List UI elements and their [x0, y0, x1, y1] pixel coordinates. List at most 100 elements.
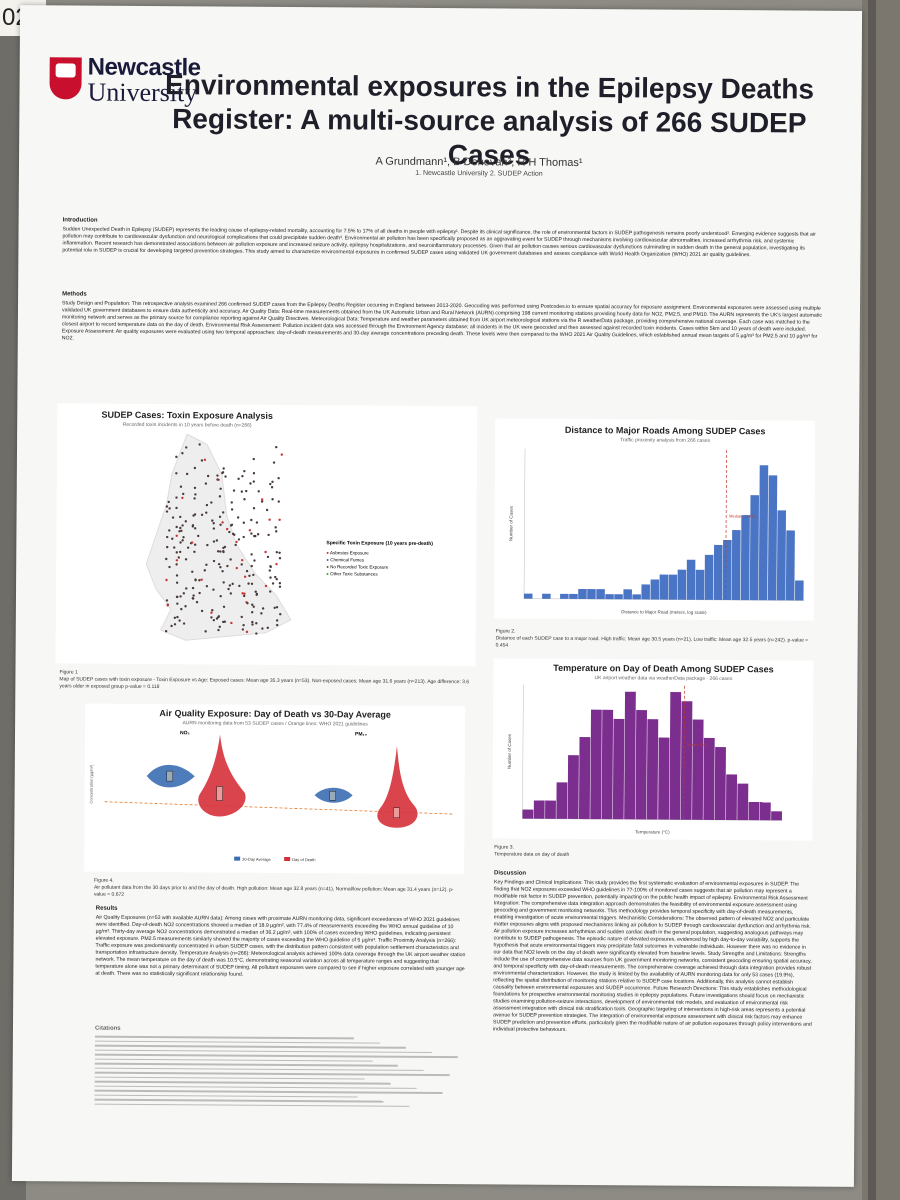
- histogram-bar: [794, 580, 804, 601]
- map-case-point: [198, 591, 201, 595]
- map-case-point: [164, 630, 168, 633]
- map-case-point: [180, 529, 183, 533]
- map-case-point: [279, 613, 282, 616]
- figure2-chart: Distance to Major Roads Among SUDEP Case…: [493, 418, 816, 621]
- histogram-bar: [523, 593, 533, 599]
- map-case-point: [171, 537, 174, 540]
- map-case-point: [230, 508, 234, 511]
- map-case-point: [250, 564, 253, 568]
- map-case-point: [265, 508, 269, 512]
- map-case-point: [232, 489, 236, 492]
- map-case-point: [175, 496, 178, 499]
- map-case-point: [221, 471, 224, 475]
- map-case-point: [242, 535, 245, 539]
- map-case-point: [275, 550, 279, 554]
- map-case-point: [185, 587, 188, 590]
- map-case-point: [175, 525, 178, 529]
- map-case-point: [217, 615, 221, 618]
- histogram-bar: [680, 701, 693, 820]
- discussion-heading: Discussion: [494, 870, 527, 877]
- map-case-point: [176, 595, 179, 599]
- methods-text: Study Design and Population: This retros…: [61, 300, 822, 342]
- map-case-point: [275, 577, 278, 581]
- histogram-bar: [686, 559, 696, 600]
- map-case-point: [215, 539, 219, 542]
- map-case-point: [175, 506, 178, 510]
- histogram-bar: [542, 593, 551, 599]
- map-case-point: [242, 594, 246, 598]
- map-case-point: [269, 576, 272, 579]
- map-case-point: [230, 501, 233, 504]
- legend-item: ● Other Toxic Substances: [326, 571, 378, 577]
- histogram-bar: [668, 574, 678, 600]
- histogram-bar: [677, 569, 687, 600]
- map-case-point: [182, 622, 186, 625]
- map-case-point: [185, 446, 188, 449]
- figure4-ylabel: Concentration (µg/m³): [89, 764, 94, 804]
- histogram-bar: [567, 755, 579, 819]
- map-case-point: [175, 563, 178, 566]
- map-case-point: [212, 540, 216, 543]
- histogram-bar: [533, 800, 545, 819]
- map-case-point: [221, 511, 225, 514]
- map-case-point: [198, 443, 201, 446]
- map-case-point: [211, 519, 214, 522]
- map-case-point: [260, 498, 264, 501]
- map-case-point: [250, 518, 253, 522]
- histogram-bar: [601, 709, 614, 820]
- map-case-point: [168, 529, 171, 532]
- figure3-caption: Figure 3. Temperature data on day of dea…: [494, 844, 570, 858]
- citation-line: [94, 1035, 354, 1039]
- boxplot-no2-dod: [216, 786, 223, 801]
- map-case-point: [241, 592, 244, 595]
- map-case-point: [217, 562, 221, 566]
- map-case-point: [175, 551, 178, 554]
- reference-line: [725, 450, 727, 601]
- map-case-point: [243, 469, 246, 473]
- map-case-point: [219, 523, 222, 526]
- map-case-point: [173, 616, 177, 619]
- map-case-point: [278, 582, 282, 585]
- map-case-point: [215, 617, 219, 620]
- map-case-point: [228, 584, 232, 587]
- map-case-point: [166, 535, 169, 539]
- map-case-point: [184, 520, 188, 523]
- citation-line: [94, 1049, 432, 1053]
- map-case-point: [168, 565, 171, 569]
- results-section: Results Air Quality Exposures (n=53 with…: [95, 906, 465, 981]
- results-heading: Results: [95, 905, 118, 912]
- map-case-point: [252, 507, 256, 510]
- map-case-point: [275, 562, 278, 566]
- map-case-point: [248, 574, 251, 577]
- map-case-point: [193, 466, 197, 470]
- histogram-bar: [771, 811, 783, 821]
- histogram-bar: [669, 692, 682, 820]
- map-case-point: [175, 472, 178, 475]
- map-case-point: [240, 490, 244, 493]
- histogram-bar: [731, 530, 741, 601]
- map-case-point: [275, 445, 278, 449]
- map-case-point: [237, 477, 240, 481]
- boxplot-pm-30day: [329, 791, 336, 801]
- histogram-bar: [748, 801, 760, 821]
- map-case-point: [241, 474, 244, 478]
- citations-section: Citations: [94, 1026, 465, 1179]
- map-case-point: [168, 507, 171, 510]
- citation-line: [94, 1044, 406, 1049]
- map-case-point: [211, 609, 214, 612]
- map-case-point: [178, 619, 181, 622]
- map-case-point: [221, 570, 224, 573]
- map-case-point: [252, 573, 255, 577]
- map-case-point: [229, 592, 233, 595]
- citation-line: [94, 1094, 358, 1098]
- map-case-point: [193, 486, 197, 490]
- map-case-point: [181, 452, 184, 455]
- map-case-point: [231, 532, 235, 536]
- map-case-point: [238, 584, 241, 588]
- map-case-point: [165, 578, 168, 582]
- map-case-point: [278, 585, 282, 589]
- map-case-point: [206, 474, 210, 478]
- map-case-point: [170, 624, 173, 628]
- histogram-bar: [590, 709, 602, 820]
- map-case-point: [179, 515, 182, 519]
